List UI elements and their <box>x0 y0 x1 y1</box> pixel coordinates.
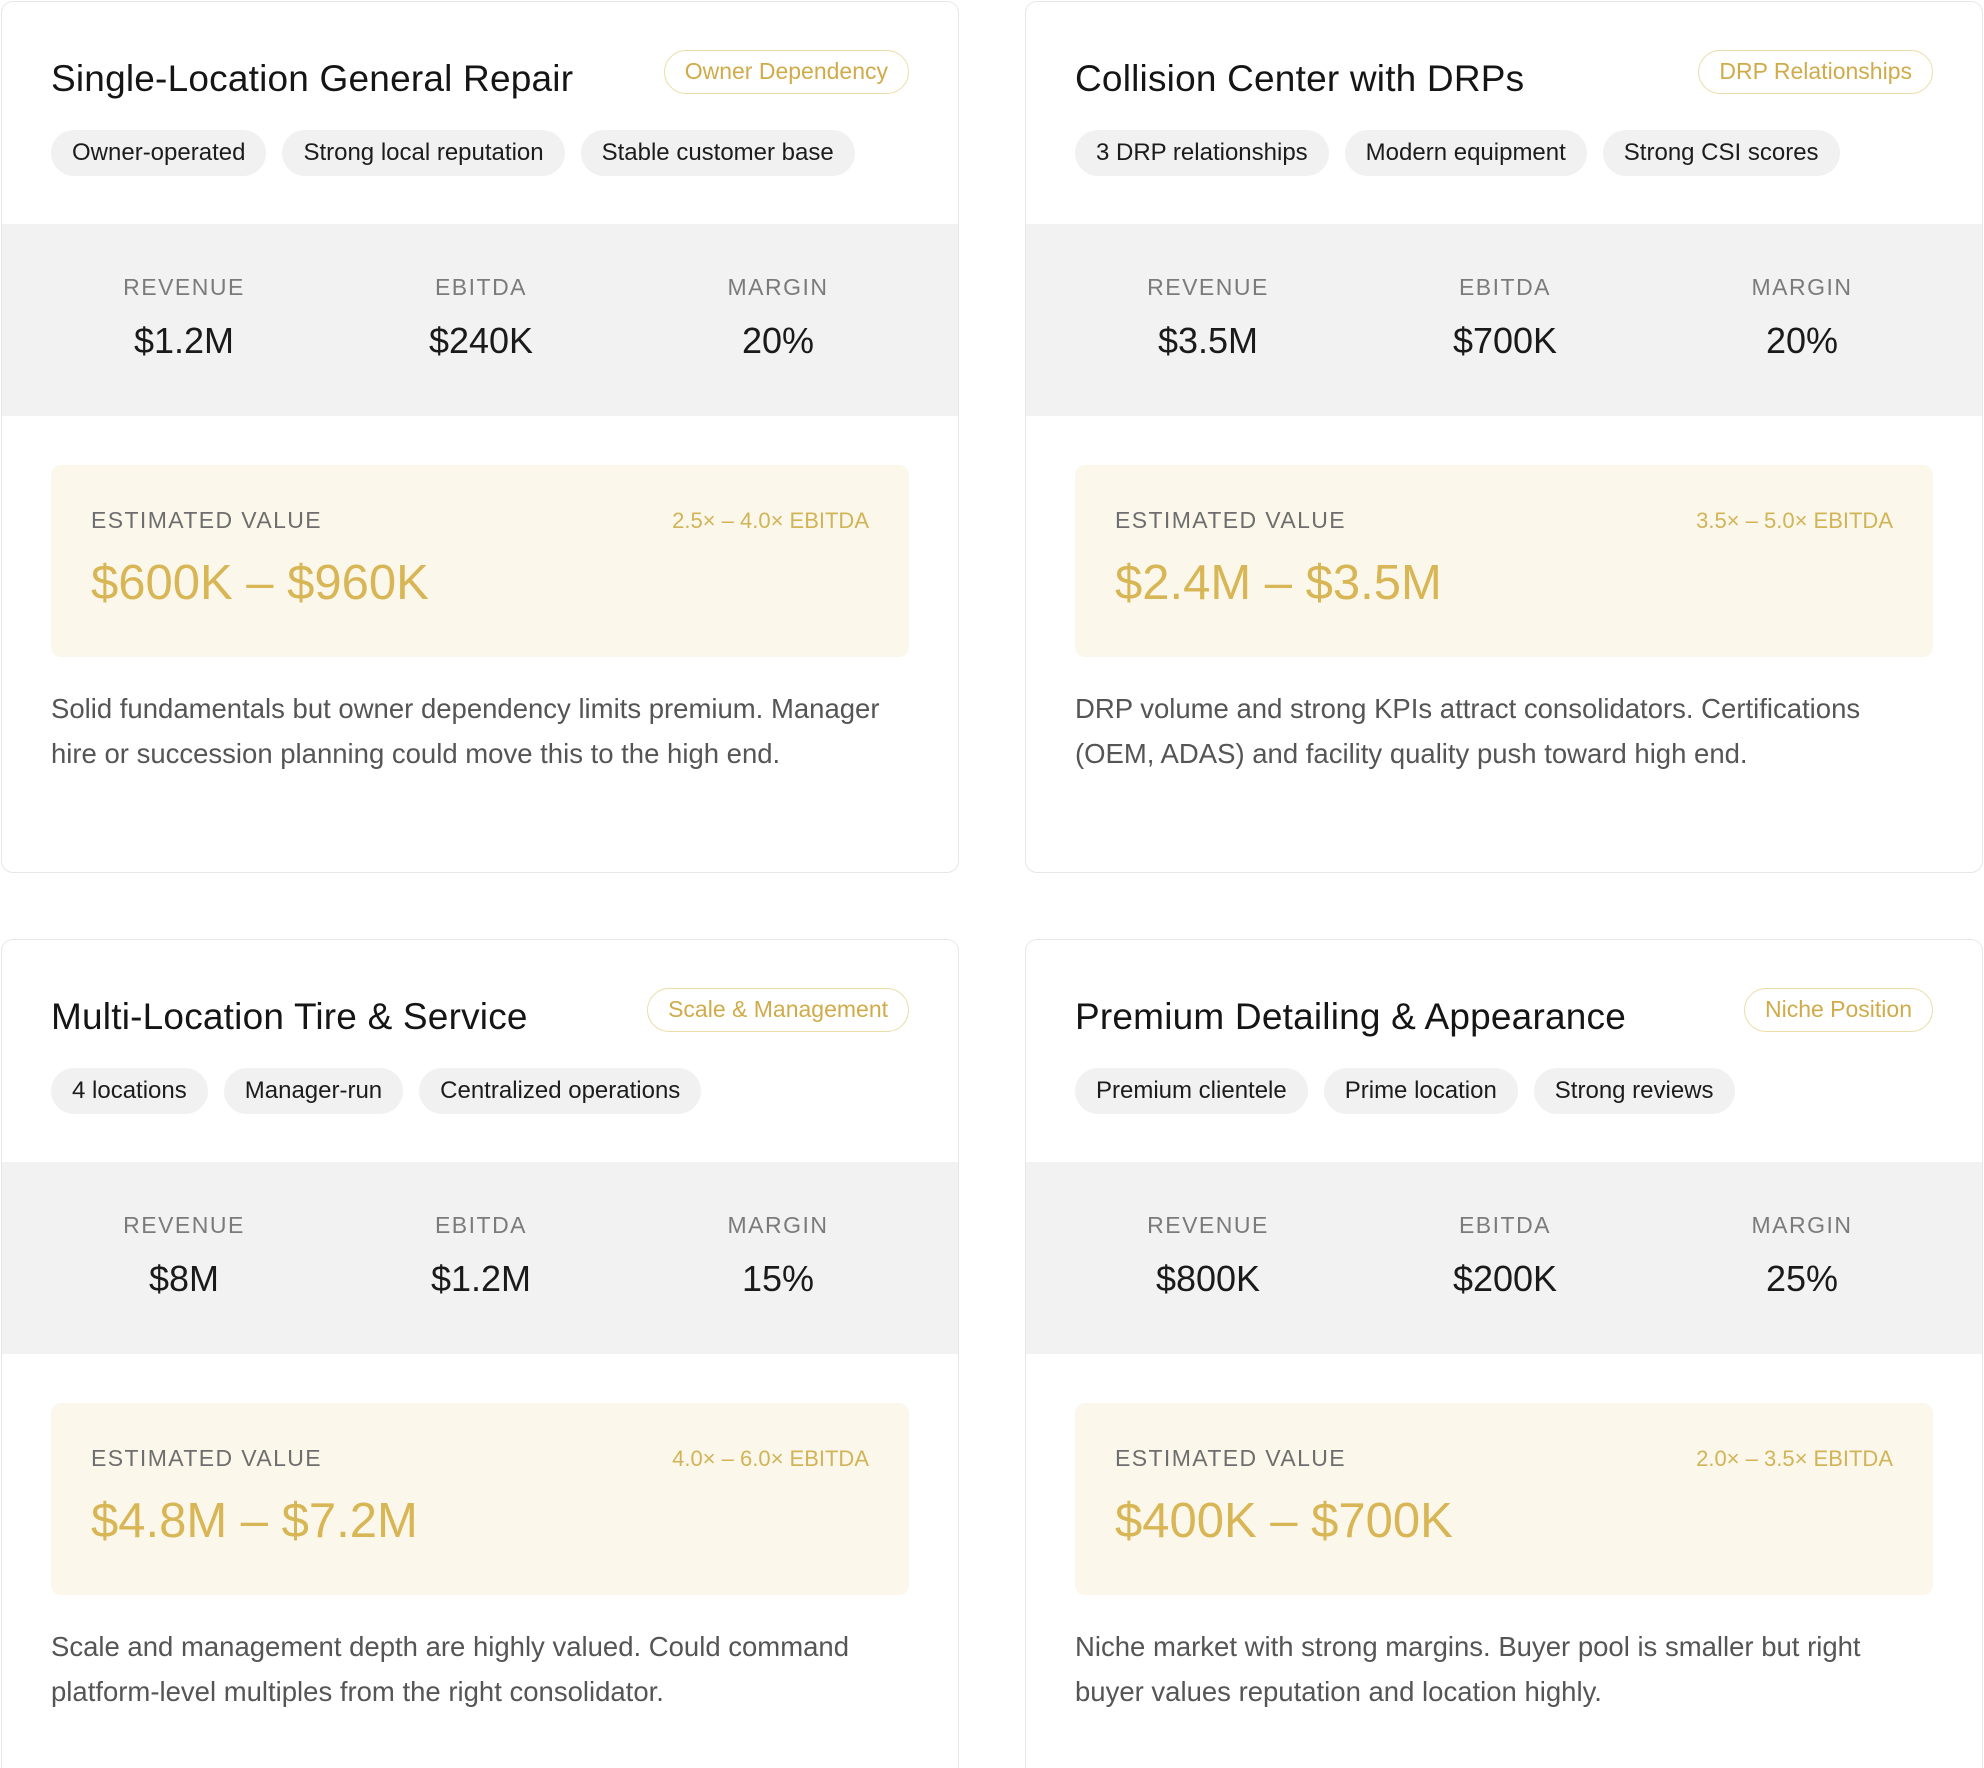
revenue-label: REVENUE <box>1147 1212 1269 1238</box>
revenue-label: REVENUE <box>1147 274 1269 300</box>
metrics-band: REVENUE $1.2M EBITDA $240K MARGIN 20% <box>2 224 958 416</box>
revenue-value: $3.5M <box>1157 320 1259 361</box>
metrics-band: REVENUE $800K EBITDA $200K MARGIN 25% <box>1026 1162 1982 1354</box>
valuation-card: Premium Detailing & Appearance Niche Pos… <box>1025 939 1983 1768</box>
valuation-card: Single-Location General Repair Owner Dep… <box>1 1 959 873</box>
revenue-label: REVENUE <box>123 1212 245 1238</box>
tag: 4 locations <box>51 1068 208 1114</box>
tag-list: 4 locations Manager-run Centralized oper… <box>51 1068 702 1114</box>
ebitda-value: $700K <box>1452 320 1558 361</box>
estimated-value-box: ESTIMATED VALUE 3.5× – 5.0× EBITDA $2.4M… <box>1075 465 1933 657</box>
tag: Stable customer base <box>580 130 855 176</box>
card-title: Premium Detailing & Appearance <box>1075 996 1627 1037</box>
estimated-value-box: ESTIMATED VALUE 2.0× – 3.5× EBITDA $400K… <box>1075 1403 1933 1595</box>
margin-label: MARGIN <box>1751 1212 1853 1238</box>
key-factor-badge: Scale & Management <box>647 988 909 1032</box>
estimated-value-label: ESTIMATED VALUE <box>1115 507 1347 533</box>
tag: Strong CSI scores <box>1602 130 1840 176</box>
valuation-card: Collision Center with DRPs DRP Relations… <box>1025 1 1983 873</box>
tag: Centralized operations <box>419 1068 702 1114</box>
key-factor-badge: Owner Dependency <box>663 50 909 94</box>
valuation-card: Multi-Location Tire & Service Scale & Ma… <box>1 939 959 1768</box>
margin-value: 15% <box>741 1258 815 1299</box>
tag: Manager-run <box>223 1068 404 1114</box>
card-header: Collision Center with DRPs DRP Relations… <box>1075 50 1933 102</box>
margin-label: MARGIN <box>1751 274 1853 300</box>
revenue-value: $1.2M <box>133 320 235 361</box>
estimated-value-range: $2.4M – $3.5M <box>1115 556 1442 610</box>
ebitda-multiple-range: 2.0× – 3.5× EBITDA <box>1696 1446 1893 1471</box>
ebitda-label: EBITDA <box>1458 1212 1552 1238</box>
revenue-value: $800K <box>1155 1258 1261 1299</box>
tag: Strong local reputation <box>282 130 565 176</box>
ebitda-label: EBITDA <box>434 1212 528 1238</box>
metrics-band: REVENUE $3.5M EBITDA $700K MARGIN 20% <box>1026 224 1982 416</box>
ebitda-value: $1.2M <box>430 1258 532 1299</box>
revenue-label: REVENUE <box>123 274 245 300</box>
ebitda-multiple-range: 3.5× – 5.0× EBITDA <box>1696 508 1893 533</box>
margin-value: 20% <box>1765 320 1839 361</box>
margin-label: MARGIN <box>727 1212 829 1238</box>
tag: 3 DRP relationships <box>1075 130 1329 176</box>
card-header: Multi-Location Tire & Service Scale & Ma… <box>51 988 909 1040</box>
estimated-value-box: ESTIMATED VALUE 4.0× – 6.0× EBITDA $4.8M… <box>51 1403 909 1595</box>
margin-label: MARGIN <box>727 274 829 300</box>
key-factor-badge: Niche Position <box>1743 988 1933 1032</box>
ebitda-value: $240K <box>428 320 534 361</box>
tag-list: 3 DRP relationships Modern equipment Str… <box>1075 130 1840 176</box>
card-header: Premium Detailing & Appearance Niche Pos… <box>1075 988 1933 1040</box>
estimated-value-range: $400K – $700K <box>1115 1494 1453 1548</box>
card-description: Solid fundamentals but owner dependency … <box>51 693 880 769</box>
card-title: Single-Location General Repair <box>51 58 574 99</box>
tag: Strong reviews <box>1533 1068 1735 1114</box>
card-description: Niche market with strong margins. Buyer … <box>1075 1631 1861 1707</box>
estimated-value-label: ESTIMATED VALUE <box>91 507 323 533</box>
revenue-value: $8M <box>148 1258 220 1299</box>
key-factor-badge: DRP Relationships <box>1698 50 1933 94</box>
tag-list: Owner-operated Strong local reputation S… <box>51 130 855 176</box>
ebitda-label: EBITDA <box>1458 274 1552 300</box>
tag: Premium clientele <box>1075 1068 1308 1114</box>
tag: Owner-operated <box>51 130 267 176</box>
ebitda-multiple-range: 2.5× – 4.0× EBITDA <box>672 508 869 533</box>
card-description: Scale and management depth are highly va… <box>51 1631 849 1707</box>
estimated-value-label: ESTIMATED VALUE <box>1115 1445 1347 1471</box>
card-title: Multi-Location Tire & Service <box>51 996 528 1037</box>
card-description: DRP volume and strong KPIs attract conso… <box>1075 693 1861 769</box>
ebitda-multiple-range: 4.0× – 6.0× EBITDA <box>672 1446 869 1471</box>
tag: Modern equipment <box>1344 130 1587 176</box>
estimated-value-range: $600K – $960K <box>91 556 429 610</box>
ebitda-value: $200K <box>1452 1258 1558 1299</box>
tag-list: Premium clientele Prime location Strong … <box>1075 1068 1735 1114</box>
estimated-value-range: $4.8M – $7.2M <box>91 1494 418 1548</box>
ebitda-label: EBITDA <box>434 274 528 300</box>
card-header: Single-Location General Repair Owner Dep… <box>51 50 909 102</box>
tag: Prime location <box>1323 1068 1518 1114</box>
margin-value: 25% <box>1765 1258 1839 1299</box>
estimated-value-box: ESTIMATED VALUE 2.5× – 4.0× EBITDA $600K… <box>51 465 909 657</box>
metrics-band: REVENUE $8M EBITDA $1.2M MARGIN 15% <box>2 1162 958 1354</box>
card-title: Collision Center with DRPs <box>1075 58 1525 99</box>
margin-value: 20% <box>741 320 815 361</box>
estimated-value-label: ESTIMATED VALUE <box>91 1445 323 1471</box>
